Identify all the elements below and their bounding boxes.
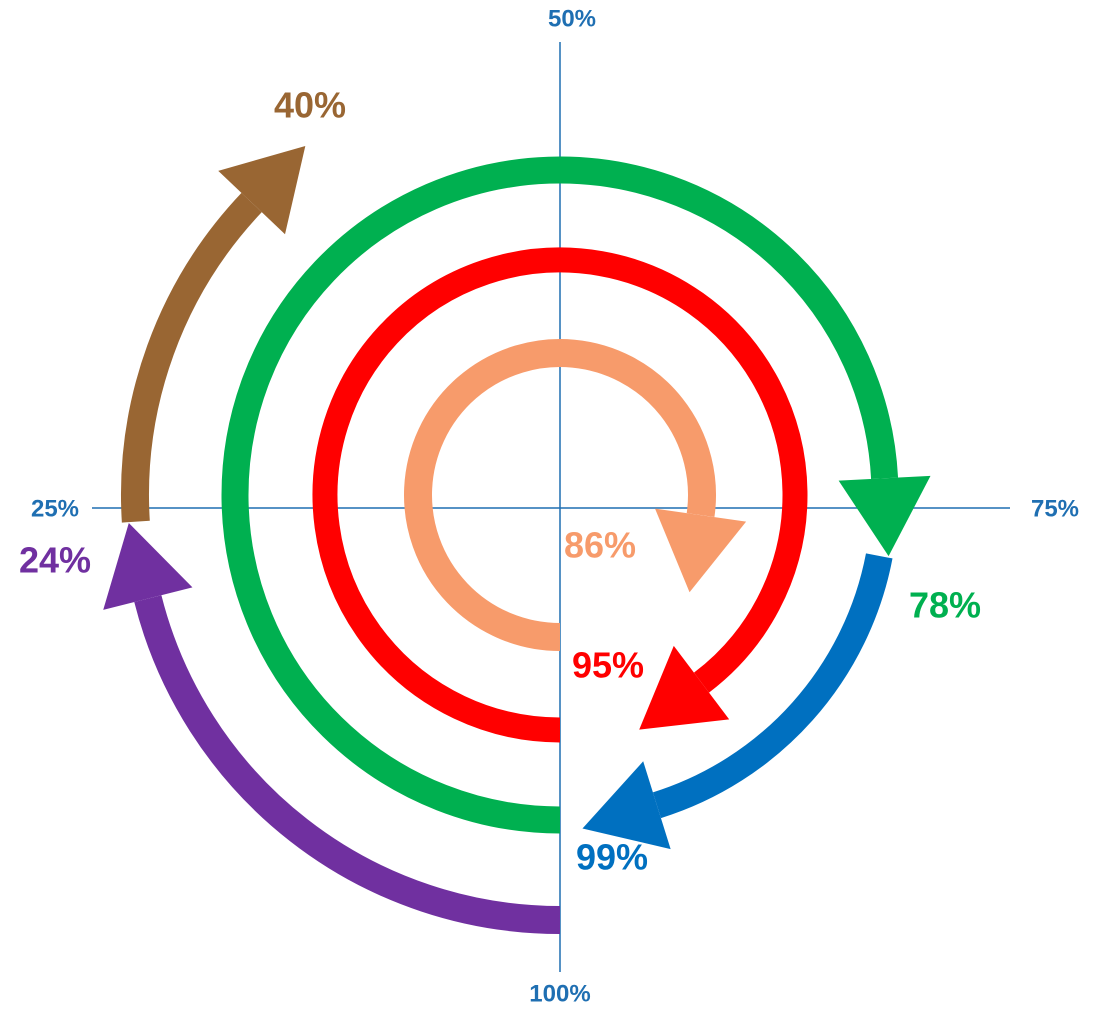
arrow-arc xyxy=(404,339,716,651)
value-label: 24% xyxy=(19,540,91,581)
arrow-head xyxy=(639,645,730,730)
arrow-head xyxy=(103,523,193,610)
arrow-head xyxy=(582,761,671,850)
value-label: 95% xyxy=(572,645,644,686)
arrow-arc xyxy=(134,595,561,934)
value-label: 78% xyxy=(909,585,981,626)
tick-label: 75% xyxy=(1031,495,1079,522)
value-label: 86% xyxy=(564,525,636,566)
arrow-head xyxy=(655,508,747,593)
value-label: 40% xyxy=(274,85,346,126)
tick-label: 25% xyxy=(31,495,79,522)
value-label: 99% xyxy=(576,837,648,878)
arrow-head xyxy=(218,145,306,235)
arrow-head xyxy=(838,475,931,557)
tick-label: 50% xyxy=(548,5,596,32)
arrow-arc xyxy=(121,192,262,523)
arrow-arc xyxy=(221,156,899,834)
tick-label: 100% xyxy=(529,980,590,1007)
arrow-arc xyxy=(652,553,893,819)
arrow-arc xyxy=(312,247,808,743)
